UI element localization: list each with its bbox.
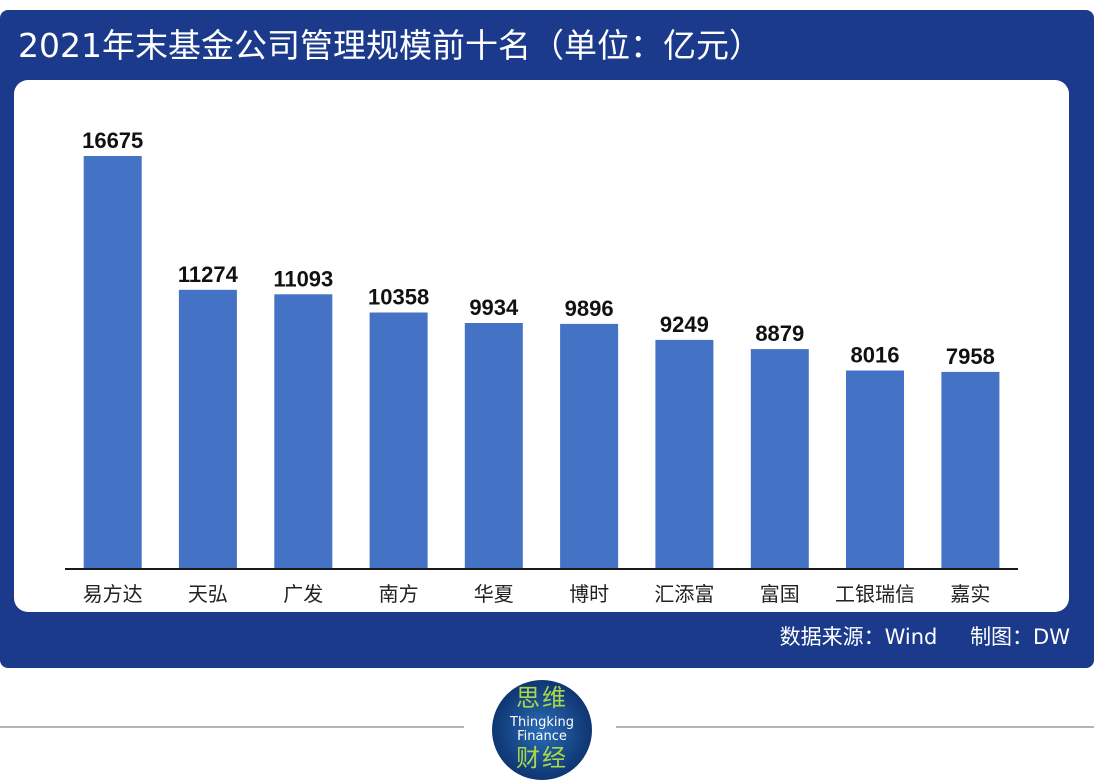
bar-汇添富 — [655, 339, 714, 569]
data-label: 11274 — [178, 262, 239, 287]
category-label: 工银瑞信 — [835, 582, 915, 606]
bar-天弘 — [178, 289, 237, 569]
data-label: 7958 — [946, 344, 995, 369]
chart-title: 2021年末基金公司管理规模前十名（单位：亿元） — [18, 26, 762, 65]
logo-text-en-2: Finance — [517, 729, 567, 744]
footer-divider-right — [616, 726, 1094, 728]
category-label: 华夏 — [474, 582, 514, 606]
data-label: 9934 — [469, 295, 519, 320]
category-label: 南方 — [379, 582, 419, 606]
bar-chart: 16675 易方达 11274 天弘 11093 广发 10358 南方 9934 华夏 9896 博… — [65, 128, 1018, 606]
bar-博时 — [560, 323, 619, 569]
data-label: 10358 — [368, 285, 429, 310]
category-label: 汇添富 — [654, 582, 714, 606]
footer-divider-left — [0, 726, 464, 728]
category-label: 嘉实 — [950, 582, 990, 606]
data-source-label: 数据来源：Wind — [779, 625, 938, 649]
category-label: 天弘 — [188, 582, 228, 606]
logo-text-bottom: 财经 — [516, 744, 568, 772]
logo-text-top: 思维 — [516, 684, 568, 712]
bar-嘉实 — [941, 371, 1000, 569]
category-label: 博时 — [569, 582, 609, 606]
bar-易方达 — [83, 156, 142, 569]
category-label: 广发 — [283, 582, 323, 606]
source-line: 数据来源：Wind 制图：DW — [776, 622, 1070, 652]
data-label: 8879 — [755, 321, 804, 346]
chart-panel: 2021年末基金公司管理规模前十名（单位：亿元） 16675 易方达 11274 天弘… — [0, 10, 1094, 668]
bar-广发 — [274, 294, 333, 569]
data-label: 9249 — [660, 312, 709, 337]
chart-card: 16675 易方达 11274 天弘 11093 广发 10358 南方 9934 华夏 9896 博… — [14, 80, 1069, 612]
data-label: 9896 — [565, 296, 614, 321]
category-label: 易方达 — [83, 582, 143, 606]
bar-工银瑞信 — [846, 370, 904, 569]
bar-富国 — [750, 349, 809, 569]
brand-logo: 思维 Thingking Finance 财经 — [492, 680, 592, 780]
data-label: 8016 — [851, 343, 900, 368]
bar-华夏 — [464, 323, 523, 569]
bar-南方 — [369, 312, 428, 569]
data-label: 16675 — [82, 128, 143, 153]
logo-text-en-1: Thingking — [510, 715, 574, 730]
data-label: 11093 — [273, 266, 333, 291]
category-label: 富国 — [760, 582, 800, 606]
chart-author-label: 制图：DW — [970, 625, 1070, 649]
